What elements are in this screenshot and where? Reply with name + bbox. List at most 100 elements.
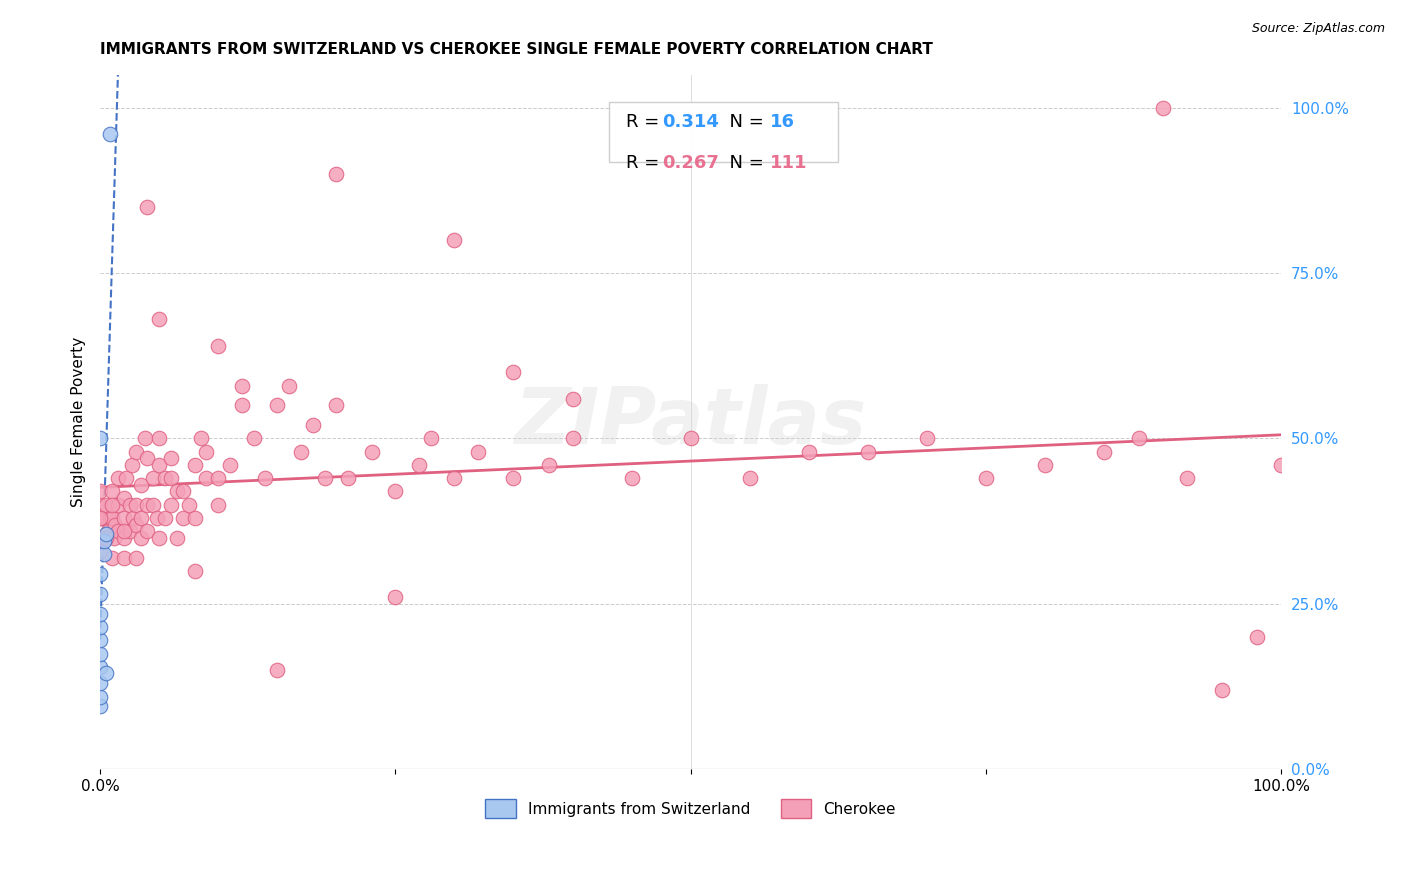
Point [160,471,183,485]
Point [561,432,583,446]
Point [101,550,124,565]
Point [112,524,135,538]
Point [231,398,253,412]
Text: Source: ZipAtlas.com: Source: ZipAtlas.com [1251,22,1385,36]
Point [107,524,129,538]
Point [679,432,702,446]
Text: 111: 111 [769,154,807,172]
Point [89,676,111,690]
Point [231,378,253,392]
Point [242,432,264,446]
Point [419,432,441,446]
Point [207,339,229,353]
Point [89,647,111,661]
Point [148,432,170,446]
Point [160,498,183,512]
Point [325,398,347,412]
Point [142,471,165,485]
Point [153,471,176,485]
Point [537,458,560,472]
Point [124,517,146,532]
Point [89,511,111,525]
Point [142,498,165,512]
Point [124,444,146,458]
Point [219,458,242,472]
Point [467,444,489,458]
Point [1270,458,1292,472]
Point [290,444,312,458]
Point [136,200,159,214]
Point [301,418,323,433]
Point [89,587,111,601]
Point [153,511,176,525]
Point [314,471,336,485]
Legend: Immigrants from Switzerland, Cherokee: Immigrants from Switzerland, Cherokee [479,793,903,824]
Point [502,365,524,379]
Point [738,471,761,485]
Point [974,471,997,485]
Point [124,550,146,565]
Point [278,378,301,392]
Point [183,511,205,525]
Point [207,471,229,485]
Point [384,484,406,499]
Point [136,451,159,466]
Point [1092,444,1115,458]
Point [122,511,145,525]
Point [118,498,141,512]
Point [131,511,153,525]
Point [266,398,288,412]
Point [124,498,146,512]
Text: N =: N = [718,154,769,172]
Point [148,531,170,545]
Point [136,498,159,512]
Point [148,312,170,326]
Point [1246,630,1268,644]
Point [93,547,115,561]
Point [443,233,465,247]
Point [98,511,121,525]
Point [118,524,141,538]
Point [183,458,205,472]
Point [103,531,125,545]
Text: 16: 16 [769,112,794,131]
Point [384,591,406,605]
Point [561,392,583,406]
Point [94,511,117,525]
Point [166,484,188,499]
Point [89,511,111,525]
Point [131,531,153,545]
Text: 0.314: 0.314 [662,112,718,131]
Point [207,498,229,512]
Text: IMMIGRANTS FROM SWITZERLAND VS CHEROKEE SINGLE FEMALE POVERTY CORRELATION CHART: IMMIGRANTS FROM SWITZERLAND VS CHEROKEE … [100,42,934,57]
Point [94,531,117,545]
Point [146,511,169,525]
Text: ZIPatlas: ZIPatlas [515,384,866,460]
Point [89,659,111,673]
Point [190,432,212,446]
Point [89,690,111,704]
Point [93,534,115,549]
Point [148,458,170,472]
Point [112,491,135,505]
Point [136,524,159,538]
Point [115,471,138,485]
Point [408,458,430,472]
Text: R =: R = [626,112,665,131]
Point [1033,458,1056,472]
Point [160,451,183,466]
Point [172,511,194,525]
Point [166,531,188,545]
Point [172,484,194,499]
Point [183,564,205,578]
Point [104,517,127,532]
Point [177,498,200,512]
Y-axis label: Single Female Poverty: Single Female Poverty [72,337,86,507]
Point [89,620,111,634]
Point [337,471,360,485]
Point [93,531,115,545]
Point [107,471,129,485]
Point [101,484,124,499]
Point [101,498,124,512]
Point [89,544,111,558]
